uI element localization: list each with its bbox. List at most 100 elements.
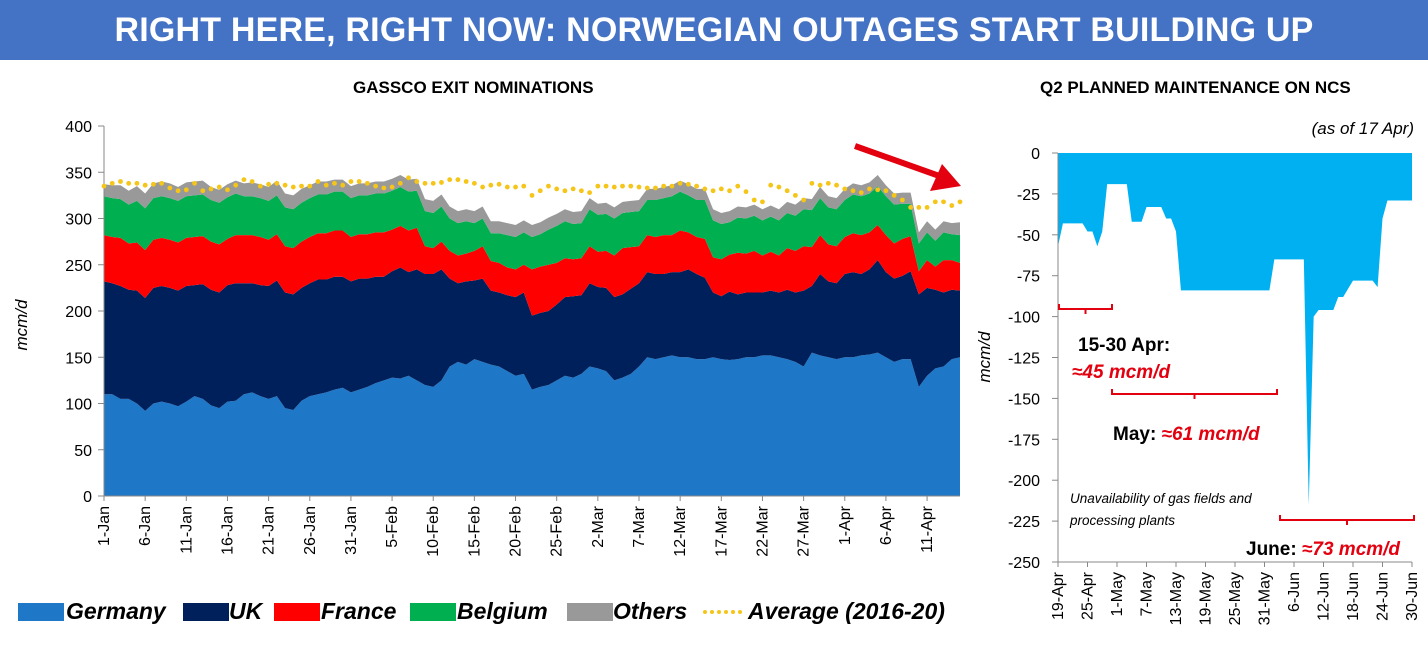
average-point [101,183,107,189]
average-point [694,183,700,189]
y-tick-label: 100 [65,397,92,414]
x-tick-label: 13-May [1168,572,1185,625]
average-point [471,180,477,186]
x-tick-label: 31-Jan [343,506,360,555]
average-point [126,180,132,186]
average-point [134,180,140,186]
x-tick-label: 25-Feb [549,506,566,557]
average-point [233,182,239,188]
average-point [266,181,272,187]
average-point [850,188,856,194]
x-tick-label: 6-Jun [1286,572,1303,612]
y-tick-label: 0 [83,489,92,506]
average-point [340,182,346,188]
x-tick-label: 6-Apr [878,505,895,545]
legend-label: Average (2016-20) [748,598,945,624]
x-tick-label: 20-Feb [508,506,525,557]
average-point [710,188,716,194]
x-tick-label: 27-Mar [796,505,813,556]
maintenance-note-line2: processing plants [1069,513,1175,528]
trend-arrow-shaft [853,143,947,181]
average-point [414,179,420,184]
average-point [924,205,930,210]
average-point [949,203,955,208]
y-tick-label: 0 [1031,146,1040,163]
average-point [406,175,411,181]
x-tick-label: 24-Jun [1375,572,1392,621]
x-tick-label: 21-Jan [261,506,278,555]
average-point [430,180,436,186]
average-point [364,180,370,186]
average-point [150,181,156,187]
left-chart-title: GASSCO EXIT NOMINATIONS [353,78,594,97]
y-tick-label: -25 [1017,187,1040,204]
x-tick-label: 11-Jan [178,506,195,554]
y-tick-label: 200 [65,304,92,321]
annotation-1: May: ≈61 mcm/d [1113,424,1260,445]
average-point [455,177,461,183]
average-point [249,179,255,184]
average-point [867,186,872,192]
average-point [587,190,593,196]
bracket-jun [1279,515,1415,525]
x-tick-label: 1-May [1109,572,1126,616]
legend-label: France [321,598,397,624]
average-point [784,188,790,194]
title-banner: RIGHT HERE, RIGHT NOW: NORWEGIAN OUTAGES… [0,0,1428,60]
average-point [513,184,518,190]
legend-swatch-average [703,605,745,619]
average-point [858,190,864,196]
average-point [611,184,617,190]
x-tick-label: 5-Feb [384,506,401,548]
y-tick-label: -225 [1008,514,1040,531]
average-point [570,186,576,192]
x-tick-label: 10-Feb [425,506,442,557]
average-point [801,197,807,203]
left-y-axis-label: mcm/d [12,299,31,351]
average-point [315,179,321,184]
x-tick-label: 6-Jan [137,506,154,546]
average-point [932,199,938,205]
average-point [669,183,675,189]
y-tick-label: -50 [1017,228,1040,245]
average-point [743,189,749,195]
x-tick-label: 2-Mar [590,505,607,547]
average-point [792,192,798,198]
annotation-period: June: [1246,539,1302,560]
average-point [480,184,486,190]
legend-swatch-belgium [410,603,456,621]
area-uk [104,260,960,411]
average-point [504,184,510,190]
average-point [175,188,181,194]
y-tick-label: -175 [1008,432,1040,449]
average-point [373,183,379,189]
average-point [578,188,584,194]
trend-arrow-head [930,164,961,191]
average-point [439,180,444,185]
average-point [842,186,848,192]
annotation-value: ≈45 mcm/d [1072,362,1170,383]
legend-label: Germany [66,598,166,624]
y-tick-label: 50 [74,443,92,460]
average-point [208,186,214,192]
annotation-value: ≈73 mcm/d [1302,539,1400,560]
average-point [735,183,741,189]
x-tick-label: 16-Jan [219,506,236,555]
average-point [183,187,189,193]
average-point [620,183,625,189]
average-point [142,182,148,188]
area-france [104,224,960,316]
average-point [727,188,732,194]
legend-swatch-uk [183,603,229,621]
right-chart-subtitle: (as of 17 Apr) [1312,119,1414,138]
average-point [537,188,543,194]
x-tick-label: 26-Jan [302,506,319,555]
y-tick-label: -250 [1008,555,1040,572]
x-tick-label: 30-Jun [1404,572,1421,621]
average-point [323,182,329,188]
y-tick-label: 400 [65,119,92,136]
y-tick-label: -150 [1008,391,1040,408]
y-tick-label: 150 [65,350,92,367]
average-point [389,184,395,190]
average-point [225,187,230,193]
